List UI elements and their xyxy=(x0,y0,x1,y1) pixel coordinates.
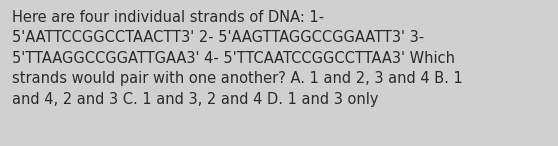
Text: Here are four individual strands of DNA: 1-
5'AATTCCGGCCTAACTT3' 2- 5'AAGTTAGGCC: Here are four individual strands of DNA:… xyxy=(12,10,463,107)
